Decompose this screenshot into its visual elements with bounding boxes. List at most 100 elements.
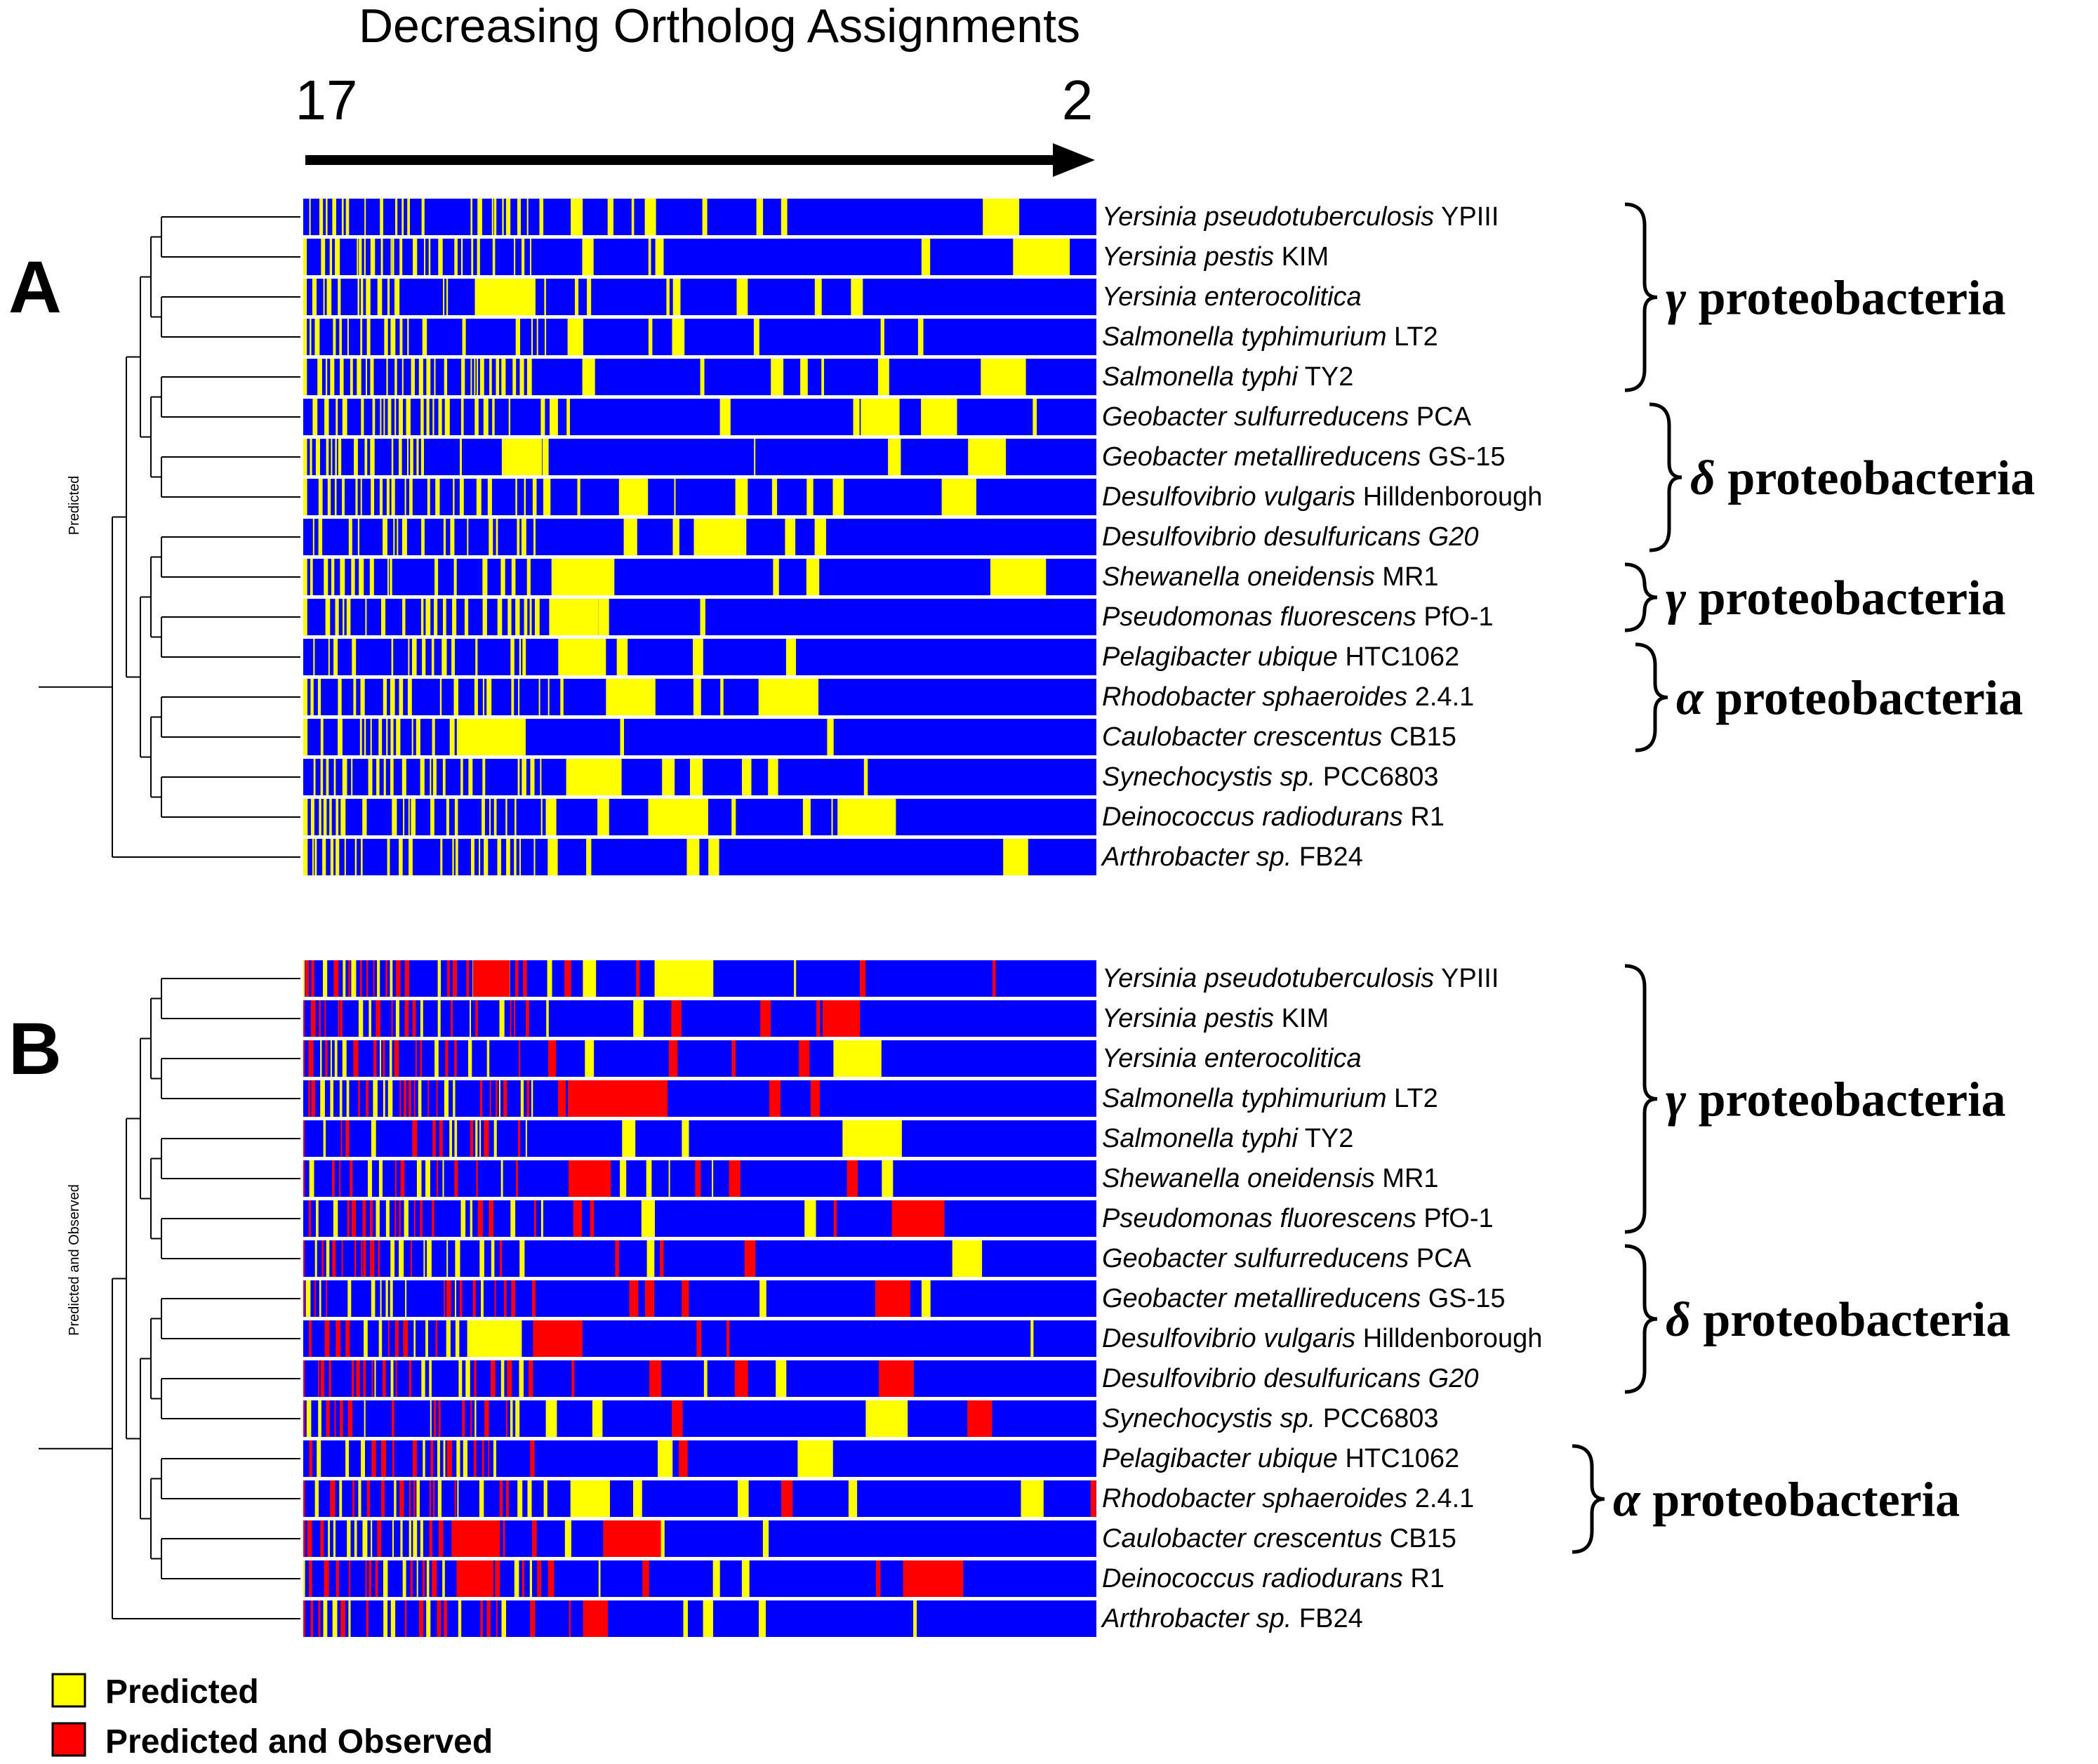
- heatmap-cell: [363, 1240, 366, 1277]
- heatmap-cell: [383, 519, 387, 555]
- heatmap-cell: [392, 799, 397, 835]
- heatmap-cell: [406, 399, 411, 435]
- heatmap-cell: [359, 559, 364, 595]
- species-label: Yersinia enterocolitica: [1102, 1044, 1362, 1073]
- heatmap-cell: [446, 1320, 451, 1357]
- heatmap-cell: [391, 639, 394, 675]
- heatmap-cell: [413, 1520, 418, 1557]
- heatmap-cell: [762, 1520, 769, 1557]
- heatmap-cell: [566, 759, 622, 795]
- heatmap-cell: [547, 839, 558, 875]
- heatmap-cell: [386, 479, 390, 515]
- heatmap-cell: [360, 479, 362, 515]
- heatmap-cell: [598, 599, 609, 635]
- heatmap-cell: [303, 359, 307, 395]
- heatmap-cell: [470, 359, 472, 395]
- heatmap-cell: [479, 1080, 483, 1117]
- heatmap-cell: [921, 239, 931, 275]
- heatmap-cell: [348, 1600, 351, 1637]
- heatmap-cell: [317, 359, 322, 395]
- strain-name: FB24: [1292, 1604, 1362, 1633]
- heatmap-cell: [1003, 839, 1028, 875]
- heatmap-cell: [365, 1560, 367, 1597]
- group-name: proteobacteria: [1686, 272, 2006, 326]
- heatmap-row: [303, 1600, 1096, 1637]
- heatmap-cell: [310, 559, 313, 595]
- heatmap-cell: [371, 1440, 376, 1477]
- heatmap-cell: [387, 279, 390, 315]
- heatmap-cell: [455, 1280, 456, 1317]
- heatmap-cell: [771, 359, 784, 395]
- heatmap-cell: [564, 1520, 571, 1557]
- heatmap-cell: [454, 1040, 457, 1077]
- heatmap-cell: [472, 960, 510, 997]
- species-label: Salmonella typhimurium LT2: [1102, 1084, 1438, 1113]
- heatmap-cell: [425, 1320, 428, 1357]
- heatmap-cell: [399, 1200, 401, 1237]
- species-name: Rhodobacter sphaeroides: [1102, 1484, 1407, 1513]
- strain-name: R1: [1403, 802, 1445, 832]
- heatmap-cell: [489, 799, 491, 835]
- heatmap-cell: [598, 1560, 601, 1597]
- strain-name: PCC6803: [1315, 762, 1438, 792]
- bracket-path: [1649, 402, 1682, 552]
- heatmap-cell: [482, 1440, 484, 1477]
- heatmap-cell: [373, 960, 375, 997]
- heatmap-cell: [731, 1040, 736, 1077]
- strain-name: R1: [1403, 1564, 1445, 1593]
- heatmap-cell: [471, 239, 474, 275]
- species-label: Pseudomonas fluorescens PfO-1: [1102, 602, 1494, 632]
- heatmap-cell: [373, 1080, 378, 1117]
- heatmap-cell: [390, 559, 392, 595]
- heatmap-cell: [582, 239, 594, 275]
- axis-end-label: 2: [1062, 69, 1094, 131]
- heatmap-cell: [317, 679, 321, 715]
- heatmap-cell: [306, 1400, 312, 1437]
- species-label: Arthrobacter sp. FB24: [1101, 1604, 1363, 1633]
- heatmap-cell: [437, 1440, 440, 1477]
- heatmap-cell: [346, 1080, 350, 1117]
- heatmap-cell: [303, 1480, 305, 1517]
- heatmap-cell: [511, 559, 516, 595]
- species-label: Deinococcus radiodurans R1: [1102, 1564, 1445, 1593]
- heatmap-cell: [496, 1600, 498, 1637]
- heatmap-cell: [347, 1400, 353, 1437]
- heatmap-cell: [354, 839, 357, 875]
- heatmap-cell: [352, 1480, 354, 1517]
- bracket-path: [1635, 642, 1668, 752]
- species-name: Shewanella oneidensis: [1102, 1164, 1375, 1193]
- heatmap-cell: [387, 1320, 390, 1357]
- heatmap-cell: [422, 1560, 425, 1597]
- heatmap-cell: [314, 319, 320, 355]
- group-symbol: γ: [1666, 1073, 1687, 1127]
- heatmap-cell: [421, 199, 425, 235]
- heatmap-cell: [420, 399, 424, 435]
- heatmap-cell: [376, 759, 380, 795]
- heatmap-cell: [313, 639, 315, 675]
- heatmap-cell: [308, 1080, 310, 1117]
- heatmap-cell: [404, 479, 406, 515]
- heatmap-row: [303, 559, 1096, 595]
- heatmap-cell: [482, 679, 484, 715]
- heatmap-row-background: [303, 559, 1096, 595]
- heatmap-cell: [522, 639, 526, 675]
- panel-b-species-labels: Yersinia pseudotuberculosis YPIIIYersini…: [1101, 964, 1542, 1633]
- heatmap-cell: [424, 239, 425, 275]
- heatmap-row-background: [303, 1080, 1096, 1117]
- heatmap-cell: [423, 1440, 425, 1477]
- strain-name: LT2: [1387, 1084, 1438, 1113]
- heatmap-cell: [380, 239, 383, 275]
- heatmap-cell: [413, 1480, 416, 1517]
- heatmap-cell: [484, 839, 489, 875]
- heatmap-cell: [401, 199, 404, 235]
- heatmap-cell: [401, 359, 404, 395]
- heatmap-cell: [693, 519, 747, 555]
- heatmap-cell: [540, 1200, 543, 1237]
- heatmap-cell: [347, 319, 349, 355]
- heatmap-row-background: [303, 1280, 1096, 1317]
- species-name: Yersinia enterocolitica: [1102, 282, 1362, 312]
- heatmap-cell: [462, 319, 466, 355]
- strain-name: G20: [1421, 522, 1478, 552]
- heatmap-cell: [877, 359, 889, 395]
- heatmap-cell: [489, 519, 493, 555]
